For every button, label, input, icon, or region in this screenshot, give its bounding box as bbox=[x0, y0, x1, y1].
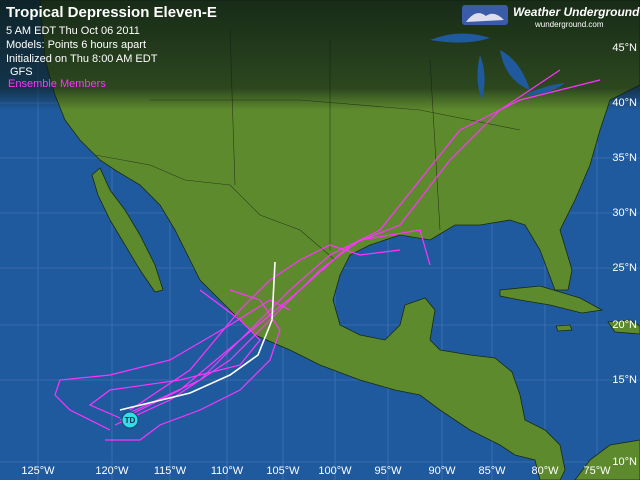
lake bbox=[525, 83, 565, 95]
great-lakes bbox=[430, 33, 565, 100]
cuba bbox=[499, 285, 604, 314]
models: Models: Points 6 hours apart bbox=[6, 39, 146, 51]
lat-label: 15°N bbox=[612, 374, 637, 386]
lon-label: 90°W bbox=[428, 465, 456, 477]
initialized: Initialized on Thu 8:00 AM EDT bbox=[6, 53, 158, 65]
lake bbox=[477, 55, 485, 100]
logo: Weather Underground® wunderground.com bbox=[462, 5, 640, 29]
ensemble-track bbox=[124, 79, 601, 416]
logo-name: Weather Underground® bbox=[513, 5, 640, 19]
issued: 5 AM EDT Thu Oct 06 2011 bbox=[6, 25, 140, 37]
gfs-track bbox=[119, 261, 276, 411]
legend-ensemble: Ensemble Members bbox=[8, 78, 106, 90]
lake bbox=[430, 33, 490, 43]
ensemble-track bbox=[105, 289, 281, 441]
lon-label: 120°W bbox=[95, 465, 129, 477]
baja bbox=[91, 167, 164, 293]
lat-label: 10°N bbox=[612, 456, 637, 468]
lat-label: 40°N bbox=[612, 97, 637, 109]
south-america bbox=[574, 439, 640, 480]
lon-label: 100°W bbox=[318, 465, 352, 477]
lon-label: 85°W bbox=[478, 465, 506, 477]
lat-label: 45°N bbox=[612, 42, 637, 54]
lon-label: 95°W bbox=[374, 465, 402, 477]
lat-label: 20°N bbox=[612, 319, 637, 331]
legend-gfs: GFS bbox=[10, 66, 33, 78]
logo-icon bbox=[462, 5, 508, 25]
lat-label: 30°N bbox=[612, 207, 637, 219]
storm-marker bbox=[121, 411, 139, 429]
ensemble-tracks bbox=[54, 69, 601, 441]
ensemble-track bbox=[54, 299, 291, 431]
storm-marker-label: TD bbox=[125, 416, 136, 425]
ensemble-track bbox=[129, 244, 401, 411]
lon-label: 125°W bbox=[21, 465, 55, 477]
lat-label: 25°N bbox=[612, 262, 637, 274]
coordinate-labels: 45°N 40°N 35°N 30°N 25°N 20°N 15°N 10°N 125°W 120… bbox=[21, 42, 637, 477]
ensemble-track bbox=[114, 229, 431, 426]
lon-label: 110°W bbox=[211, 465, 244, 477]
ensemble-track bbox=[88, 289, 261, 419]
lon-label: 80°W bbox=[531, 465, 559, 477]
lon-label: 75°W bbox=[583, 465, 611, 477]
us-mexico-border bbox=[94, 154, 336, 261]
jamaica bbox=[555, 324, 573, 332]
lat-label: 35°N bbox=[612, 152, 637, 164]
lon-label: 105°W bbox=[266, 465, 300, 477]
hispaniola bbox=[607, 319, 640, 335]
logo-cloud bbox=[466, 13, 504, 22]
lon-label: 115°W bbox=[154, 465, 187, 477]
lake bbox=[500, 50, 530, 90]
logo-url: wunderground.com bbox=[534, 20, 604, 29]
title: Tropical Depression Eleven-E bbox=[6, 4, 217, 21]
